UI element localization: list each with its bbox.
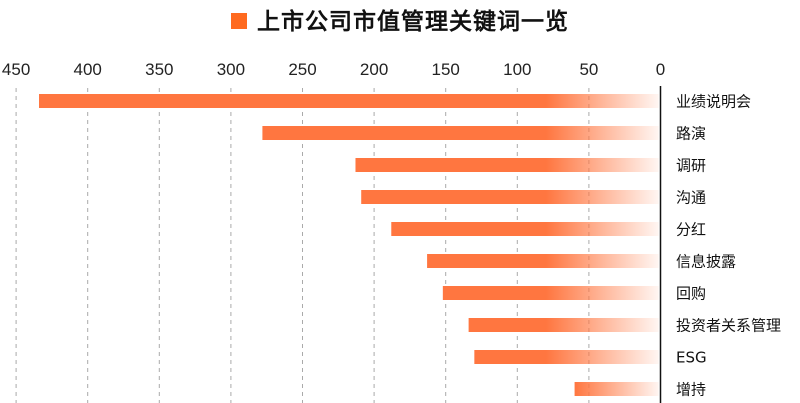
title-marker-icon	[231, 12, 247, 29]
category-label: 业绩说明会	[676, 93, 751, 111]
category-label: ESG	[676, 349, 707, 367]
category-label: 路演	[676, 125, 706, 143]
x-tick-label: 400	[74, 60, 102, 79]
x-tick-label: 100	[503, 60, 531, 79]
category-label: 投资者关系管理	[676, 317, 781, 335]
x-tick-label: 150	[432, 60, 460, 79]
x-tick-label: 350	[145, 60, 173, 79]
bar	[574, 382, 659, 396]
bar	[474, 350, 659, 364]
category-label: 增持	[676, 381, 706, 399]
bar	[361, 190, 659, 204]
bar	[262, 126, 659, 140]
bar	[391, 222, 659, 236]
category-label: 调研	[676, 157, 706, 175]
category-label: 回购	[676, 285, 706, 303]
bar	[355, 158, 659, 172]
category-label: 沟通	[676, 189, 706, 207]
category-label: 分红	[676, 221, 706, 239]
x-tick-label: 300	[217, 60, 245, 79]
x-tick-label: 50	[579, 60, 598, 79]
chart-title: 上市公司市值管理关键词一览	[0, 2, 800, 36]
x-tick-label: 0	[656, 60, 665, 79]
x-tick-label: 200	[360, 60, 388, 79]
bar	[39, 94, 659, 108]
x-tick-label: 450	[2, 60, 30, 79]
chart-title-text: 上市公司市值管理关键词一览	[257, 9, 569, 35]
bar	[427, 254, 659, 268]
category-label: 信息披露	[676, 253, 736, 271]
bar	[468, 318, 659, 332]
bar	[442, 286, 659, 300]
x-tick-label: 250	[288, 60, 316, 79]
